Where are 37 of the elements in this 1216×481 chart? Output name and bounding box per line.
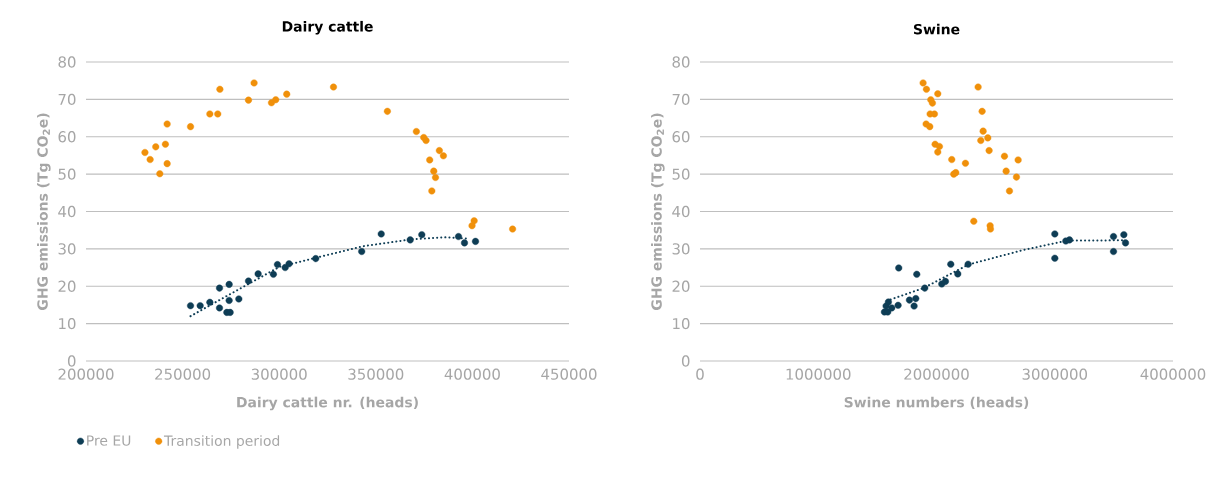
x-tick-label: 450000 <box>541 368 597 380</box>
x-tick-label: 350000 <box>348 368 404 380</box>
y-tick-label: 20 <box>672 280 690 292</box>
y-tick-label: 50 <box>672 168 690 180</box>
chart-title: Dairy cattle <box>282 20 373 35</box>
chart-title: Swine <box>913 23 960 35</box>
x-tick-label: 4000000 <box>1140 368 1206 380</box>
y-tick-label: 70 <box>58 93 76 106</box>
y-tick-label: 40 <box>672 205 690 218</box>
y-tick-label: 30 <box>58 243 76 255</box>
x-tick-label: 250000 <box>155 368 211 380</box>
x-tick-label: 1000000 <box>786 368 851 380</box>
legend-label: Pre EU <box>87 435 131 446</box>
y-tick-label: 30 <box>672 243 690 255</box>
y-tick-label: 70 <box>672 93 690 106</box>
y-tick-label: 40 <box>58 205 76 218</box>
x-tick-label: 400000 <box>444 368 500 380</box>
x-axis-title: Dairy cattle nr. (heads) <box>237 396 418 411</box>
x-tick-label: 300000 <box>251 368 307 380</box>
y-tick-label: 20 <box>58 280 76 292</box>
x-tick-label: 2000000 <box>904 368 969 380</box>
y-tick-label: 0 <box>681 355 690 367</box>
x-tick-label: 0 <box>696 368 704 380</box>
y-axis-title: GHG emissions (Tg CO$_{2}$e) <box>651 113 665 310</box>
x-tick-label: 200000 <box>58 368 114 380</box>
legend-label: Transition period <box>163 435 280 449</box>
y-tick-label: 10 <box>59 317 76 330</box>
x-axis-title: Swine numbers (heads) <box>844 396 1029 410</box>
y-tick-label: 0 <box>67 355 76 367</box>
y-axis-title: GHG emissions (Tg CO$_{2}$e) <box>37 113 51 310</box>
y-tick-label: 10 <box>673 317 690 330</box>
y-tick-label: 50 <box>58 168 76 180</box>
y-tick-label: 80 <box>58 56 76 68</box>
y-tick-label: 60 <box>58 131 76 143</box>
y-tick-label: 60 <box>672 131 690 143</box>
y-tick-label: 80 <box>672 56 690 68</box>
x-tick-label: 3000000 <box>1022 368 1088 380</box>
